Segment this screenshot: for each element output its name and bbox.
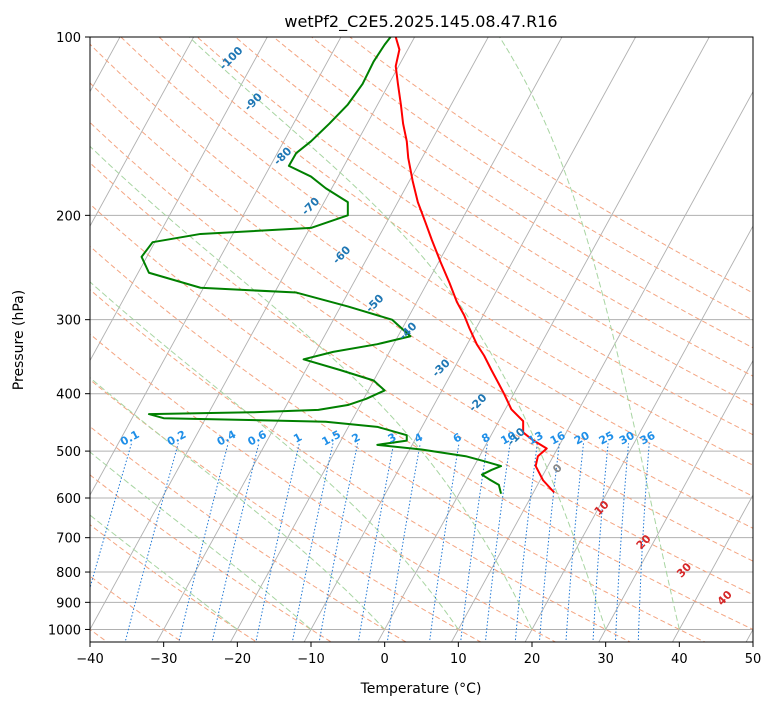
dry-adiabat <box>90 474 333 642</box>
x-tick-label: −10 <box>297 652 324 667</box>
isotherm-line <box>90 37 416 631</box>
x-tick-label: 10 <box>450 652 467 667</box>
mixing-ratio-line <box>460 443 488 642</box>
y-tick-label: 600 <box>56 492 81 507</box>
isotherm-line <box>450 90 753 642</box>
mixing-ratio-line <box>124 443 179 642</box>
moist-adiabat <box>499 37 680 630</box>
mixing-ratio-line <box>90 443 133 590</box>
isotherm-line <box>90 37 268 362</box>
mixing-ratio-label: 36 <box>638 429 658 448</box>
x-axis-title: Temperature (°C) <box>360 681 482 697</box>
y-tick-label: 800 <box>56 566 81 581</box>
mixing-ratio-line <box>291 443 334 642</box>
dry-adiabat <box>90 162 753 596</box>
mixing-ratio-line <box>178 443 229 642</box>
dry-adiabat <box>158 37 753 436</box>
mixing-ratio-label: 30 <box>617 429 637 448</box>
mixing-ratio-line <box>429 443 460 642</box>
x-tick-label: −20 <box>224 652 251 667</box>
y-tick-label: 700 <box>56 532 81 547</box>
mixing-ratio-line <box>614 443 630 642</box>
mixing-ratio-line <box>357 443 395 642</box>
x-tick-label: 0 <box>381 652 389 667</box>
dry-adiabat <box>90 203 753 631</box>
dewpoint-line <box>140 37 503 494</box>
temperature-line <box>394 37 555 494</box>
x-tick-label: −30 <box>150 652 177 667</box>
mixing-ratio-line <box>211 443 260 642</box>
moist-adiabat <box>90 451 312 630</box>
isotherm-line <box>303 37 637 642</box>
y-tick-label: 1000 <box>48 623 81 638</box>
mixing-ratio-label: 16 <box>548 429 568 448</box>
mixing-ratio-line <box>592 443 609 642</box>
dry-adiabat <box>90 43 753 497</box>
x-tick-label: 20 <box>524 652 541 667</box>
mixing-ratio-line <box>565 443 585 642</box>
dry-adiabat <box>90 289 632 642</box>
y-tick-label: 100 <box>56 31 81 46</box>
y-tick-label: 200 <box>56 209 81 224</box>
x-tick-label: 50 <box>745 652 762 667</box>
mixing-ratio-label: 25 <box>597 429 617 448</box>
isotherm-line <box>90 37 342 496</box>
moist-adiabat <box>90 145 533 630</box>
mixing-ratio-line <box>637 443 650 642</box>
isotherm-line <box>156 37 489 642</box>
x-tick-label: 40 <box>671 652 688 667</box>
dry-adiabat <box>90 245 706 642</box>
isotherm-line <box>377 37 710 642</box>
dry-adiabat <box>196 37 753 406</box>
dry-adiabat <box>90 82 753 529</box>
mixing-ratio-label: 13 <box>526 429 546 448</box>
moist-adiabat <box>90 514 238 630</box>
mixing-ratio-label: 10 <box>499 429 519 448</box>
isotherm-line <box>90 37 195 228</box>
mixing-ratio-line <box>484 443 511 642</box>
isotherm-line <box>524 225 753 642</box>
x-tick-label: −40 <box>76 652 103 667</box>
plot-area <box>90 37 753 642</box>
y-axis-title: Pressure (hPa) <box>11 290 27 390</box>
mixing-ratio-label: 20 <box>572 429 592 448</box>
dry-adiabat <box>90 333 557 642</box>
isotherm-line <box>671 494 753 642</box>
mixing-ratio-line <box>386 443 421 642</box>
y-tick-label: 400 <box>56 388 81 403</box>
mixing-ratio-line <box>318 443 359 642</box>
chart-title: wetPf2_C2E5.2025.145.08.47.R16 <box>284 12 557 32</box>
isotherm-line <box>598 359 753 642</box>
x-tick-label: 30 <box>597 652 614 667</box>
moist-adiabat <box>90 377 386 630</box>
dry-adiabat <box>90 575 183 642</box>
y-tick-label: 500 <box>56 445 81 460</box>
mixing-ratio-line <box>514 443 538 642</box>
dry-adiabat <box>120 37 753 466</box>
dry-adiabat <box>90 425 408 642</box>
y-tick-label: 900 <box>56 596 81 611</box>
moist-adiabat <box>188 37 607 630</box>
y-tick-label: 300 <box>56 314 81 329</box>
plot-frame <box>89 36 754 643</box>
mixing-ratio-line <box>255 443 300 642</box>
